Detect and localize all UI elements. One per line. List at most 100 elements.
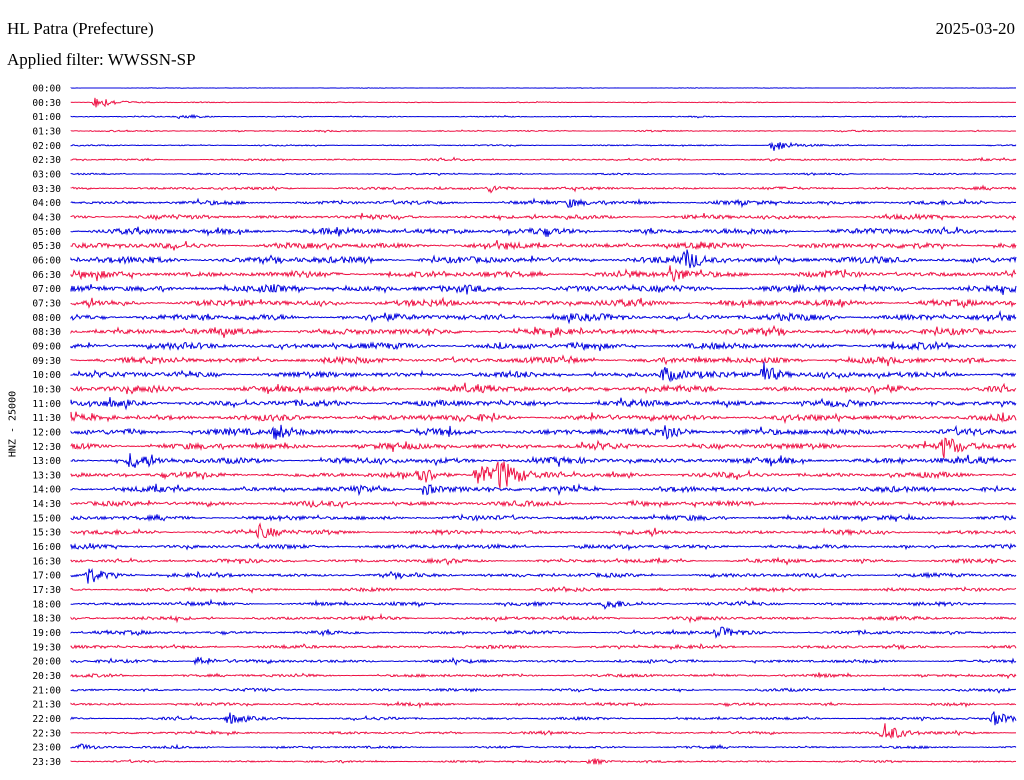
trace-line xyxy=(70,711,1017,726)
row-time-label: 23:30 xyxy=(32,757,61,768)
row-time-label: 12:00 xyxy=(32,427,61,438)
row-time-label: 03:30 xyxy=(32,184,61,195)
row-time-label: 21:30 xyxy=(32,700,61,711)
trace-line xyxy=(70,586,1017,594)
row-time-label: 16:00 xyxy=(32,542,61,553)
row-time-label: 17:00 xyxy=(32,571,61,582)
trace-line xyxy=(70,612,1017,624)
trace-line xyxy=(70,296,1017,309)
station-title: HL Patra (Prefecture) xyxy=(7,19,154,38)
trace-line xyxy=(70,240,1017,251)
row-time-label: 13:00 xyxy=(32,456,61,467)
trace-line xyxy=(70,249,1017,269)
row-time-label: 05:30 xyxy=(32,241,61,252)
row-time-label: 11:00 xyxy=(32,399,61,410)
trace-line xyxy=(70,522,1017,540)
trace-line xyxy=(70,656,1017,666)
row-time-label: 10:00 xyxy=(32,370,61,381)
trace-line xyxy=(70,129,1017,134)
row-time-label: 16:30 xyxy=(32,556,61,567)
trace-line xyxy=(70,626,1017,639)
trace-line xyxy=(70,97,1017,108)
trace-line xyxy=(70,172,1017,176)
row-time-label: 15:00 xyxy=(32,513,61,524)
row-time-label: 03:00 xyxy=(32,169,61,180)
trace-line xyxy=(70,226,1017,237)
trace-line xyxy=(70,310,1017,325)
row-time-label: 09:00 xyxy=(32,341,61,352)
trace-line xyxy=(70,382,1017,396)
trace-line xyxy=(70,411,1017,425)
trace-line xyxy=(70,723,1017,740)
row-time-label: 04:00 xyxy=(32,198,61,209)
row-time-label: 02:30 xyxy=(32,155,61,166)
trace-line xyxy=(70,113,1016,120)
trace-line xyxy=(70,265,1017,283)
row-time-label: 06:30 xyxy=(32,270,61,281)
row-time-label: 22:30 xyxy=(32,728,61,739)
row-time-label: 05:00 xyxy=(32,227,61,238)
row-time-label: 11:30 xyxy=(32,413,61,424)
row-time-label: 20:30 xyxy=(32,671,61,682)
row-time-label: 17:30 xyxy=(32,585,61,596)
trace-line xyxy=(70,643,1017,651)
trace-line xyxy=(70,283,1017,296)
trace-line xyxy=(70,542,1017,552)
trace-line xyxy=(70,700,1017,709)
date-label: 2025-03-20 xyxy=(935,19,1015,38)
row-time-label: 06:00 xyxy=(32,255,61,266)
trace-line xyxy=(70,758,1017,766)
trace-line xyxy=(70,437,1017,459)
trace-line xyxy=(70,498,1017,509)
row-time-label: 22:00 xyxy=(32,714,61,725)
row-time-label: 14:30 xyxy=(32,499,61,510)
trace-line xyxy=(70,184,1017,194)
trace-line xyxy=(70,461,1017,489)
row-time-label: 00:00 xyxy=(32,84,61,95)
row-time-label: 12:30 xyxy=(32,442,61,453)
row-time-label: 01:00 xyxy=(32,112,61,123)
trace-line xyxy=(70,212,1017,222)
row-time-label: 09:30 xyxy=(32,356,61,367)
row-time-label: 23:00 xyxy=(32,743,61,754)
row-time-label: 19:00 xyxy=(32,628,61,639)
row-time-label: 04:30 xyxy=(32,212,61,223)
trace-line xyxy=(70,483,1017,497)
trace-line xyxy=(70,598,1017,610)
trace-line xyxy=(70,743,1017,750)
trace-line xyxy=(70,556,1017,566)
trace-line xyxy=(70,156,1017,162)
trace-line xyxy=(70,197,1017,209)
row-time-label: 08:00 xyxy=(32,313,61,324)
row-time-label: 10:30 xyxy=(32,384,61,395)
trace-line xyxy=(70,513,1017,523)
trace-line xyxy=(70,354,1017,367)
row-time-label: 19:30 xyxy=(32,642,61,653)
trace-line xyxy=(70,397,1017,411)
row-time-label: 15:30 xyxy=(32,528,61,539)
row-time-label: 02:00 xyxy=(32,141,61,152)
row-time-label: 18:00 xyxy=(32,599,61,610)
trace-line xyxy=(70,324,1017,338)
trace-line xyxy=(70,672,1017,680)
row-time-label: 18:30 xyxy=(32,614,61,625)
row-time-label: 00:30 xyxy=(32,98,61,109)
row-time-label: 08:30 xyxy=(32,327,61,338)
trace-line xyxy=(70,453,1017,468)
trace-line xyxy=(70,87,1017,89)
trace-line xyxy=(70,568,1017,584)
trace-line xyxy=(70,424,1017,440)
row-time-label: 13:30 xyxy=(32,470,61,481)
row-time-label: 07:30 xyxy=(32,298,61,309)
row-time-label: 01:30 xyxy=(32,126,61,137)
row-time-label: 07:00 xyxy=(32,284,61,295)
row-time-label: 14:00 xyxy=(32,485,61,496)
trace-line xyxy=(70,340,1017,352)
trace-line xyxy=(70,687,1017,694)
row-time-label: 20:00 xyxy=(32,657,61,668)
trace-line xyxy=(70,141,1017,151)
filter-label: Applied filter: WWSSN-SP xyxy=(7,50,196,69)
trace-line xyxy=(70,362,1017,383)
row-time-label: 21:00 xyxy=(32,685,61,696)
